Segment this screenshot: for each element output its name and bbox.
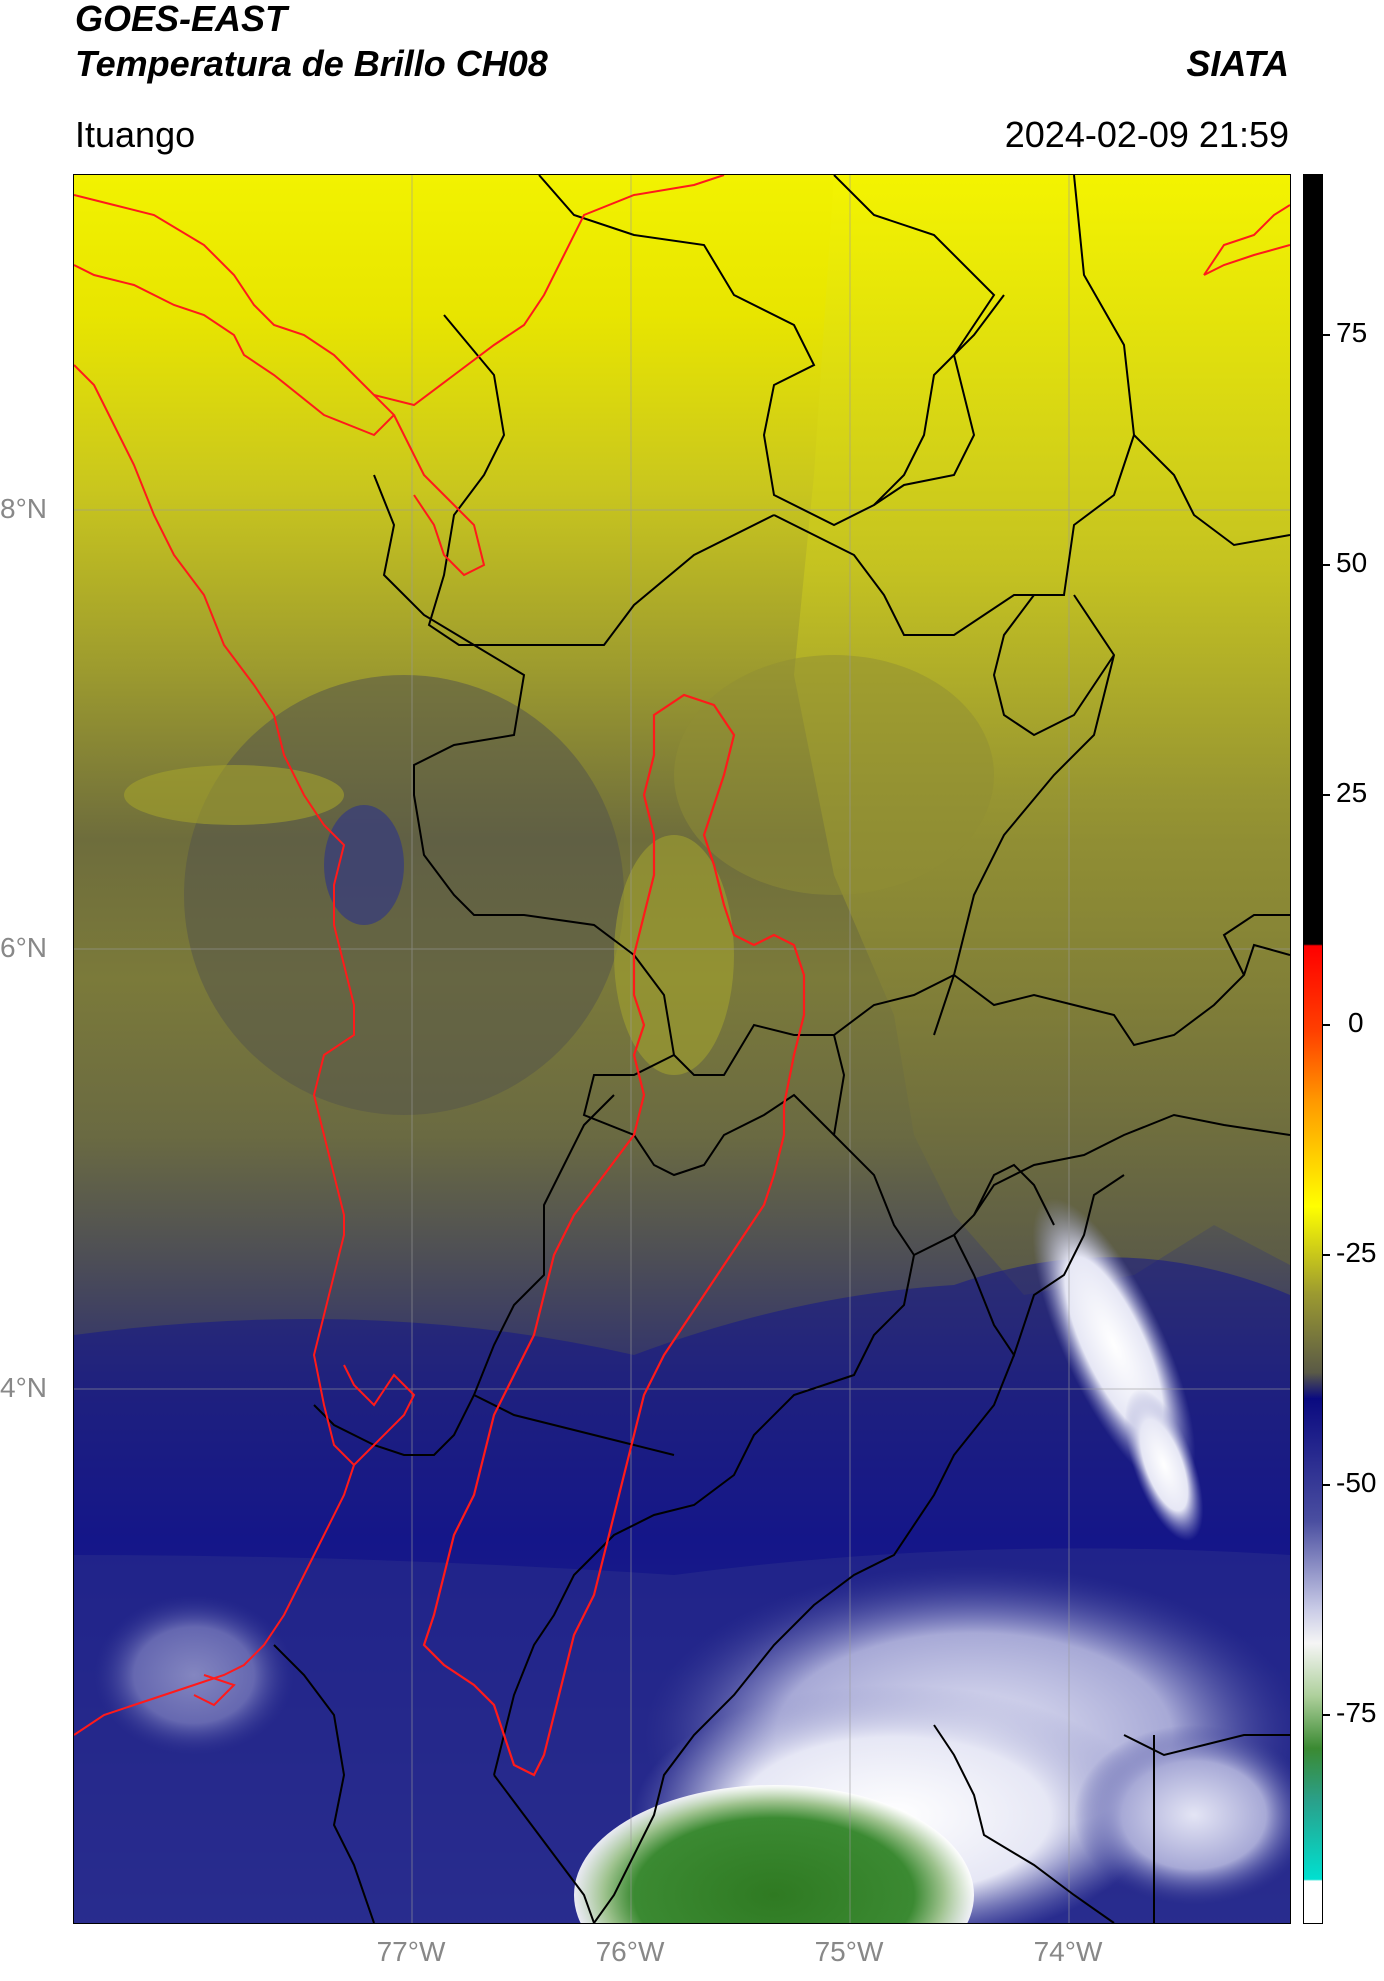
- lat-label-8n: 8°N: [0, 493, 47, 524]
- colorbar-gradient: [1304, 175, 1322, 1923]
- colorbar-tick: [1322, 1254, 1330, 1256]
- lat-label-6n: 6°N: [0, 932, 47, 963]
- lon-label-76w: 76°W: [595, 1936, 665, 1967]
- map-title: GOES-EAST: [75, 0, 288, 39]
- lat-label-4n: 4°N: [0, 1372, 47, 1403]
- satellite-map[interactable]: [73, 174, 1291, 1924]
- map-canvas: [74, 175, 1290, 1923]
- timestamp-label: 2024-02-09 21:59: [1004, 114, 1289, 155]
- department-borders: [273, 175, 1290, 1923]
- colorbar-label-50: 50: [1336, 547, 1368, 578]
- map-gridlines: [74, 175, 1290, 1923]
- colorbar-tick: [1322, 564, 1330, 566]
- lon-label-77w: 77°W: [376, 1936, 446, 1967]
- colorbar-tick: [1322, 334, 1330, 336]
- brand-label: SIATA: [1186, 43, 1289, 84]
- colorbar-label-neg75: -75: [1336, 1697, 1377, 1728]
- ituango-region-outline: [422, 693, 806, 1777]
- region-label: Ituango: [75, 114, 196, 155]
- colorbar: [1303, 174, 1323, 1924]
- colorbar-label-75: 75: [1336, 317, 1368, 348]
- colorbar-label-neg50: -50: [1336, 1467, 1377, 1498]
- colorbar-tick: [1322, 1024, 1330, 1026]
- map-subtitle: Temperatura de Brillo CH08: [75, 43, 548, 84]
- colorbar-tick: [1322, 794, 1330, 796]
- colorbar-label-0: 0: [1348, 1007, 1364, 1038]
- coastline-border: [74, 175, 1290, 1736]
- lon-label-74w: 74°W: [1033, 1936, 1103, 1967]
- colorbar-label-25: 25: [1336, 777, 1368, 808]
- colorbar-tick: [1322, 1714, 1330, 1716]
- lon-label-75w: 75°W: [814, 1936, 884, 1967]
- colorbar-label-neg25: -25: [1336, 1237, 1377, 1268]
- colorbar-tick: [1322, 1484, 1330, 1486]
